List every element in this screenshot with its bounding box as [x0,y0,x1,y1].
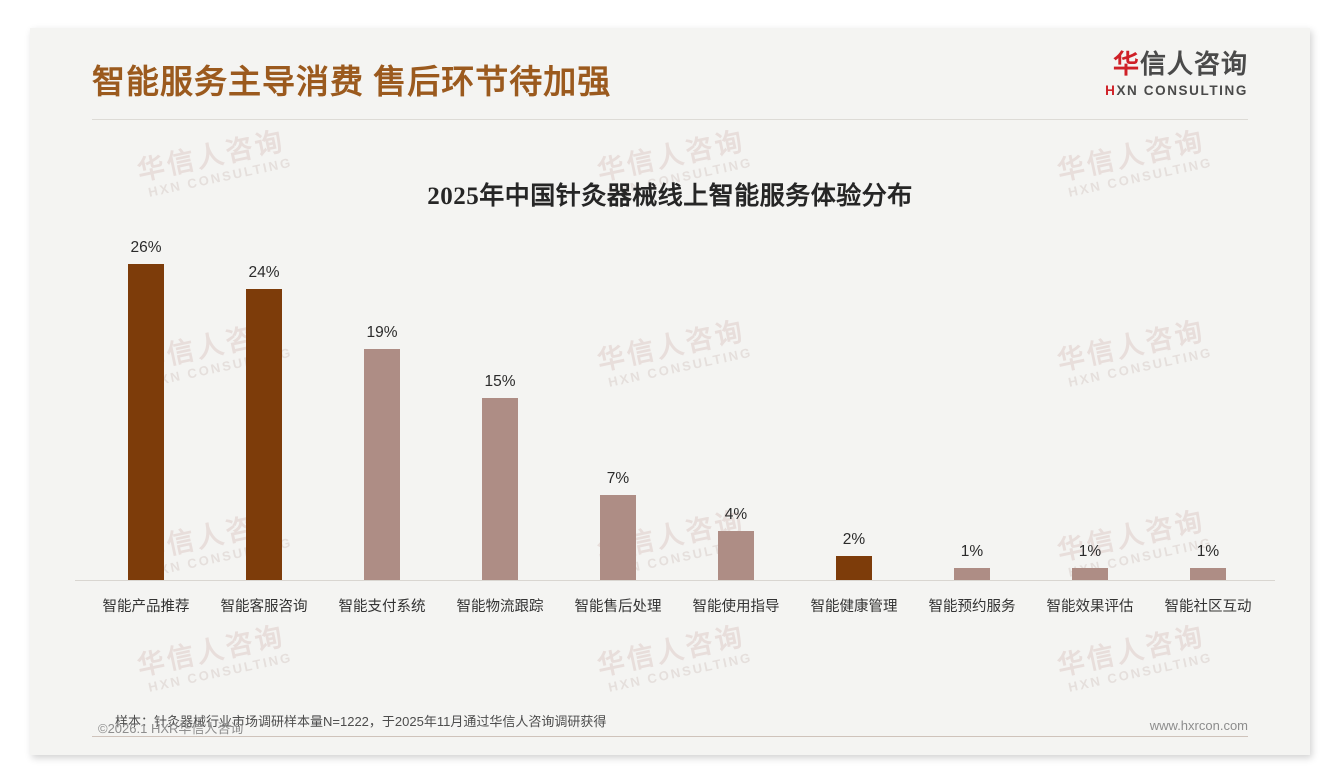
bar-group: 1% [1149,240,1267,580]
copyright-text: ©2026.1 HXR华信人咨询 [98,721,244,736]
x-axis-label: 智能物流跟踪 [456,599,544,615]
x-axis-label: 智能支付系统 [338,599,426,615]
slide-card: 华信人咨询 HXN CONSULTING 华信人咨询 HXN CONSULTING 华信… [30,28,1310,755]
x-axis-label: 智能预约服务 [928,599,1016,615]
sample-note: 样本：针灸器械行业市场调研样本量N=1222，于2025年11月通过华信人咨询调… [115,714,607,729]
bar[interactable] [1072,568,1108,580]
x-axis-label-slot: 智能预约服务 [913,581,1031,621]
bar-group: 19% [323,240,441,580]
bar-value-label: 1% [960,543,984,560]
bar-group: 1% [913,240,1031,580]
bar-value-label: 15% [484,373,516,390]
logo-rest-chars: 信人咨询 [1139,50,1248,79]
bar-value-label: 2% [842,531,866,548]
x-axis-label: 智能售后处理 [574,599,662,615]
logo-en-rest: XN CONSULTING [1116,83,1248,98]
x-axis-label-slot: 智能支付系统 [323,581,441,621]
x-axis-label: 智能健康管理 [810,599,898,615]
x-axis-label-slot: 智能健康管理 [795,581,913,621]
bar-group: 7% [559,240,677,580]
bar[interactable] [364,349,400,580]
x-axis-label: 智能产品推荐 [102,599,190,615]
bar-value-label: 4% [724,506,748,523]
bar-value-label: 1% [1078,543,1102,560]
bar[interactable] [246,289,282,580]
site-url: www.hxrcon.com [1149,718,1248,733]
bar-value-label: 26% [130,239,162,256]
x-axis-label-slot: 智能售后处理 [559,581,677,621]
header-divider [92,119,1248,120]
x-axis-label-slot: 智能使用指导 [677,581,795,621]
x-axis-label-slot: 智能社区互动 [1149,581,1267,621]
x-axis-label: 智能社区互动 [1164,599,1252,615]
logo-chinese-text: 华信人咨询 [1105,52,1248,78]
bar[interactable] [954,568,990,580]
x-axis-label-slot: 智能效果评估 [1031,581,1149,621]
bar[interactable] [128,264,164,580]
x-axis-label-slot: 智能物流跟踪 [441,581,559,621]
bar-group: 2% [795,240,913,580]
x-axis-label-slot: 智能客服咨询 [205,581,323,621]
bar[interactable] [600,495,636,580]
x-axis-label: 智能效果评估 [1046,599,1134,615]
x-axis-labels: 智能产品推荐 智能客服咨询 智能支付系统 智能物流跟踪 智能售后处理 智能使用指导 智能健康… [75,581,1275,621]
chart-title: 2025年中国针灸器械线上智能服务体验分布 [427,183,913,210]
logo-accent-char: 华 [1112,50,1140,79]
bar[interactable] [1190,568,1226,580]
x-axis-label: 智能客服咨询 [220,599,308,615]
page-title: 智能服务主导消费 售后环节待加强 [92,65,612,101]
bar-value-label: 7% [606,470,630,487]
bar-value-label: 19% [366,324,398,341]
chart-area: 2025年中国针灸器械线上智能服务体验分布 26% 24% 19% 15% 7% 4% 2%… [30,118,1310,663]
logo-english-text: HXN CONSULTING [1105,84,1248,98]
bar[interactable] [836,556,872,580]
bar-group: 4% [677,240,795,580]
brand-logo: 华信人咨询 HXN CONSULTING [1105,52,1248,98]
x-axis-label: 智能使用指导 [692,599,780,615]
logo-en-accent: H [1105,83,1117,98]
x-axis-label-slot: 智能产品推荐 [87,581,205,621]
bar-value-label: 1% [1196,543,1220,560]
bar[interactable] [718,531,754,580]
footer-band [30,709,1310,755]
bar-group: 1% [1031,240,1149,580]
slide-header: 智能服务主导消费 售后环节待加强 华信人咨询 HXN CONSULTING [30,28,1310,120]
bar-value-label: 24% [248,264,280,281]
footer-divider [92,736,1248,737]
bar-group: 15% [441,240,559,580]
bar-chart-plot: 26% 24% 19% 15% 7% 4% 2% 1% 1% 1% [75,236,1275,581]
bar-group: 26% [87,239,205,580]
bar-group: 24% [205,240,323,580]
x-axis-line [75,580,1275,581]
bar[interactable] [482,398,518,580]
